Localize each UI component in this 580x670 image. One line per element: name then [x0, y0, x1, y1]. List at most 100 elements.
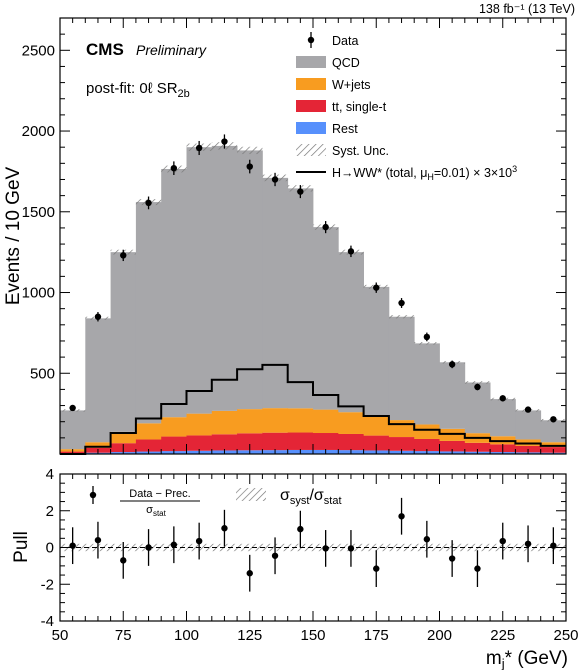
- y-tick-label-500: 500: [30, 365, 55, 382]
- pull-point-7: [246, 570, 253, 577]
- bar-qcd-13: [388, 316, 415, 421]
- pull-legend-denominator-sigma: σ: [146, 504, 153, 516]
- bar-w-jets-11: [338, 412, 364, 434]
- bar-qcd-5: [186, 147, 213, 414]
- pull-legend-numerator: Data − Prec.: [129, 488, 190, 500]
- bar-qcd-18: [515, 410, 542, 440]
- legend-swatch-rest: [296, 122, 326, 134]
- bar-w-jets-8: [262, 408, 289, 433]
- bar-w-jets-2: [110, 431, 137, 444]
- legend-label-data: Data: [332, 34, 358, 48]
- pull-legend-denominator-sub: stat: [153, 509, 167, 518]
- y-tick-label-1500: 1500: [22, 204, 55, 221]
- pull-point-8: [271, 552, 279, 559]
- pull-point-13: [398, 513, 405, 520]
- data-point-0: [69, 404, 76, 412]
- data-point-8: [271, 176, 279, 183]
- x-tick-label-200: 200: [427, 627, 452, 644]
- legend-signal-sub: H: [427, 172, 434, 182]
- bar-qcd-17: [490, 399, 516, 437]
- legend-label-tt-single-t: tt, single-t: [332, 100, 387, 114]
- bar-tt-single-t-5: [186, 435, 213, 451]
- region-label-main: post-fit: 0ℓ SR: [86, 80, 178, 97]
- pull-legend-denominator: σstat: [146, 504, 166, 518]
- legend-data-marker: [307, 36, 315, 44]
- bar-qcd-9: [287, 188, 314, 409]
- legend-label-syst-unc-: Syst. Unc.: [332, 144, 389, 158]
- pull-legend-marker: [89, 491, 97, 499]
- bar-tt-single-t-8: [262, 432, 289, 451]
- x-tick-label-100: 100: [174, 627, 199, 644]
- bar-w-jets-3: [135, 423, 162, 440]
- legend-swatch-w-jets: [296, 78, 326, 90]
- pull-legend-syst-label: σsyst/σstat: [280, 487, 342, 507]
- main-legend: Data QCD W+jets tt, single-t Rest Syst. Unc. H…: [296, 32, 517, 182]
- bar-w-jets-13: [388, 420, 415, 438]
- data-point-11: [347, 248, 355, 255]
- pull-point-15: [448, 555, 456, 562]
- legend-signal-sup: 3: [512, 164, 517, 174]
- syst-band-14: [414, 342, 440, 345]
- pull-point-14: [423, 536, 431, 543]
- data-point-14: [423, 333, 431, 341]
- bar-qcd-3: [135, 202, 162, 424]
- pull-point-6: [221, 525, 228, 532]
- data-point-12: [373, 284, 380, 291]
- bar-qcd-11: [338, 252, 364, 413]
- bar-tt-single-t-12: [363, 435, 390, 451]
- bar-tt-single-t-15: [439, 440, 466, 452]
- legend-label-w-jets: W+jets: [332, 78, 371, 92]
- data-point-7: [246, 163, 253, 170]
- data-point-10: [322, 223, 329, 231]
- x-tick-label-150: 150: [300, 627, 325, 644]
- pull-panel-ticks: -4 -2 0 2 4 50 75 100 125 150 175 200 225 250: [41, 466, 579, 644]
- legend-signal-part-a: H→WW* (total, μ: [332, 166, 427, 180]
- pull-point-12: [373, 565, 380, 572]
- pull-point-2: [120, 557, 127, 564]
- x-axis-title-tail: * (GeV): [505, 648, 568, 669]
- pull-point-9: [297, 525, 304, 533]
- x-axis-title: mj* (GeV): [486, 648, 568, 670]
- legend-signal-part-b: =0.01) × 3×10: [434, 166, 512, 180]
- bar-qcd-1: [85, 318, 111, 443]
- data-point-3: [145, 199, 152, 207]
- main-panel-ticks: 500 1000 1500 2000 2500: [22, 18, 567, 454]
- pull-legend-syst-swatch: [236, 488, 266, 501]
- x-tick-label-50: 50: [52, 627, 69, 644]
- legend-label-qcd: QCD: [332, 56, 360, 70]
- bar-tt-single-t-11: [338, 433, 364, 451]
- pull-legend-syst-sigma: σ: [280, 487, 290, 504]
- bar-w-jets-4: [161, 417, 187, 437]
- x-axis-title-main: m: [486, 648, 502, 669]
- bar-qcd-15: [439, 362, 466, 429]
- data-point-17: [499, 395, 506, 402]
- x-axis-title-sub: j: [501, 656, 505, 670]
- bar-tt-single-t-14: [414, 438, 440, 452]
- bar-qcd-10: [313, 227, 339, 410]
- bar-tt-single-t-9: [287, 432, 314, 450]
- x-tick-label-225: 225: [490, 627, 515, 644]
- bar-qcd-7: [237, 150, 263, 410]
- x-tick-label-175: 175: [364, 627, 389, 644]
- data-point-19: [550, 416, 557, 423]
- bar-w-jets-14: [414, 424, 440, 439]
- y-tick-label-2500: 2500: [22, 42, 55, 59]
- bar-w-jets-9: [287, 408, 314, 433]
- pull-point-18: [524, 540, 532, 548]
- data-points: [69, 134, 557, 423]
- syst-band-13: [388, 315, 415, 319]
- bar-w-jets-7: [237, 409, 263, 434]
- data-point-1: [94, 313, 102, 320]
- cms-label: CMS: [86, 40, 124, 59]
- bar-qcd-19: [540, 420, 567, 443]
- pull-legend-syst-sub2: stat: [324, 495, 342, 507]
- pull-y-axis-title: Pull: [11, 531, 32, 563]
- region-label-sub: 2b: [178, 88, 190, 100]
- bar-qcd-16: [464, 382, 491, 434]
- x-tick-label-125: 125: [237, 627, 262, 644]
- data-point-18: [524, 406, 532, 413]
- data-point-6: [221, 138, 228, 145]
